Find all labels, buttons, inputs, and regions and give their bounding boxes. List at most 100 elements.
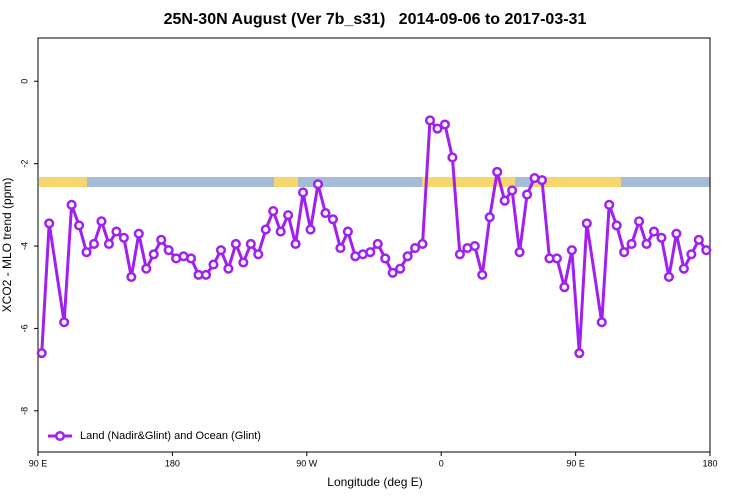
point bbox=[156, 234, 167, 245]
point bbox=[88, 238, 100, 250]
y-tick-label: 0 bbox=[19, 79, 29, 84]
point bbox=[395, 263, 406, 274]
point bbox=[424, 115, 436, 126]
point bbox=[372, 238, 383, 250]
point bbox=[59, 317, 70, 328]
point bbox=[596, 317, 607, 328]
point bbox=[559, 282, 570, 293]
point bbox=[693, 234, 704, 245]
point bbox=[200, 269, 212, 280]
x-tick-label: 90 W bbox=[296, 458, 318, 468]
point bbox=[223, 263, 234, 274]
point bbox=[290, 238, 301, 250]
x-tick-label: 0 bbox=[439, 458, 444, 468]
point bbox=[133, 228, 144, 239]
point bbox=[81, 247, 92, 258]
point bbox=[335, 243, 346, 254]
point bbox=[148, 249, 159, 260]
point bbox=[268, 205, 279, 217]
band-ocean bbox=[298, 177, 422, 187]
point bbox=[581, 218, 592, 229]
point bbox=[611, 220, 622, 231]
legend-marker bbox=[54, 430, 66, 442]
y-axis-label: XCO2 - MLO trend (ppm) bbox=[0, 178, 14, 313]
point bbox=[551, 253, 562, 264]
band-ocean bbox=[87, 177, 274, 187]
point bbox=[312, 179, 324, 190]
y-tick-label: -8 bbox=[19, 407, 29, 415]
point bbox=[663, 271, 674, 282]
point bbox=[238, 257, 249, 268]
point bbox=[253, 249, 264, 260]
point bbox=[522, 189, 533, 200]
x-tick-label: 90 E bbox=[29, 458, 48, 468]
point bbox=[439, 119, 450, 130]
point bbox=[327, 214, 338, 225]
point bbox=[305, 224, 316, 235]
point bbox=[365, 247, 376, 258]
series-line bbox=[40, 116, 708, 354]
y-tick-label: -6 bbox=[19, 324, 29, 332]
band-ocean bbox=[515, 177, 533, 187]
point bbox=[74, 220, 85, 231]
x-tick-label: 180 bbox=[165, 458, 180, 468]
point bbox=[186, 253, 197, 264]
point bbox=[410, 243, 421, 254]
point bbox=[230, 238, 241, 250]
point bbox=[447, 152, 458, 163]
plot-frame bbox=[37, 37, 711, 453]
point bbox=[208, 259, 219, 270]
point bbox=[320, 208, 331, 219]
point bbox=[477, 269, 488, 280]
point bbox=[604, 199, 615, 210]
point bbox=[619, 247, 630, 258]
point bbox=[469, 240, 480, 252]
point bbox=[245, 238, 256, 250]
point bbox=[492, 166, 503, 177]
point bbox=[417, 238, 428, 250]
point bbox=[387, 267, 398, 278]
point bbox=[656, 232, 667, 243]
point bbox=[380, 253, 391, 264]
point bbox=[686, 249, 697, 260]
point bbox=[671, 228, 682, 239]
x-tick-label: 90 E bbox=[566, 458, 585, 468]
band-ocean bbox=[621, 177, 710, 187]
point bbox=[566, 245, 577, 256]
point bbox=[641, 238, 652, 250]
land-ocean-band bbox=[39, 177, 710, 187]
band-land bbox=[422, 177, 515, 187]
point bbox=[44, 218, 55, 229]
point bbox=[163, 245, 174, 256]
point bbox=[283, 210, 294, 221]
band-land bbox=[274, 177, 298, 187]
y-tick-label: -4 bbox=[19, 242, 29, 250]
point bbox=[634, 216, 645, 227]
point bbox=[141, 263, 152, 274]
x-tick-label: 180 bbox=[702, 458, 717, 468]
point bbox=[298, 187, 309, 198]
point bbox=[342, 226, 353, 237]
point bbox=[36, 348, 47, 359]
point bbox=[275, 226, 286, 237]
point bbox=[678, 263, 689, 274]
point bbox=[126, 271, 137, 282]
y-tick-label: -2 bbox=[19, 160, 29, 168]
point bbox=[111, 226, 122, 237]
point bbox=[96, 216, 107, 227]
point bbox=[118, 232, 129, 243]
point bbox=[215, 245, 226, 256]
band-land bbox=[39, 177, 87, 187]
x-axis-label: Longitude (deg E) bbox=[327, 475, 422, 489]
band-land bbox=[533, 177, 621, 187]
point bbox=[66, 199, 77, 210]
point bbox=[507, 185, 518, 196]
point bbox=[499, 195, 510, 206]
point bbox=[648, 226, 660, 237]
legend-label: Land (Nadir&Glint) and Ocean (Glint) bbox=[80, 430, 261, 442]
chart-title: 25N-30N August (Ver 7b_s31) 2014-09-06 t… bbox=[164, 11, 587, 28]
point bbox=[260, 224, 271, 235]
point bbox=[432, 123, 443, 134]
point bbox=[454, 249, 465, 260]
